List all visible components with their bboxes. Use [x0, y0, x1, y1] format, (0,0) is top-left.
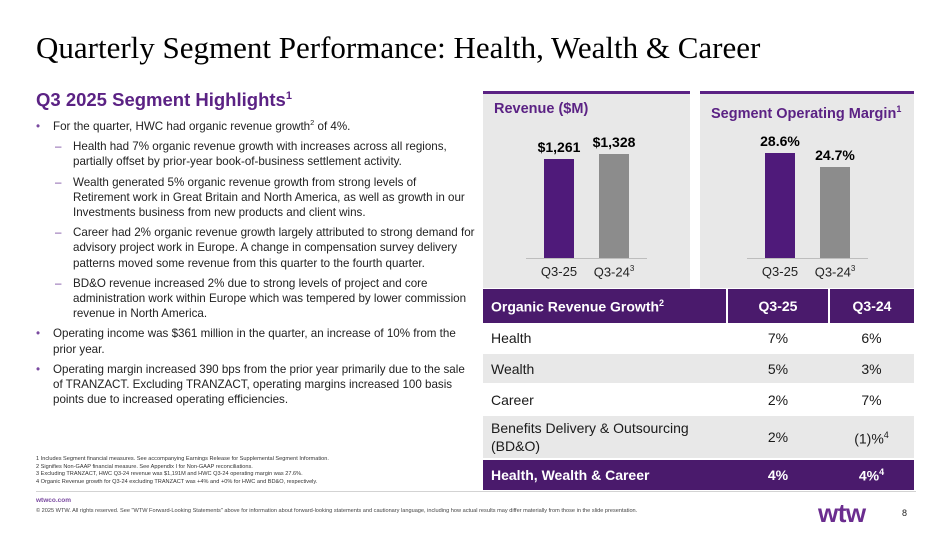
margin_chart-axis-line: [747, 258, 868, 259]
bullet-operating-margin: • Operating margin increased 390 bps fro…: [36, 362, 465, 407]
revenue_chart-data-label: $1,328: [592, 134, 636, 150]
header-q3-24: Q3-24: [829, 289, 914, 323]
row-label: Career: [483, 384, 727, 416]
row-label: Benefits Delivery & Outsourcing (BD&O): [483, 415, 727, 460]
sub-bullet-health: – Health had 7% organic revenue growth w…: [55, 140, 447, 169]
header-organic-growth: Organic Revenue Growth2: [483, 289, 728, 323]
cell-q3-25: 2%: [727, 384, 829, 416]
cell-q3-25: 7%: [727, 323, 829, 354]
total-q3-25: 4%: [727, 459, 829, 492]
page-number: 8: [902, 508, 908, 518]
footnote: 1 Includes Segment financial measures. S…: [36, 456, 329, 462]
bullet-marker: •: [36, 362, 41, 376]
dash-marker: –: [55, 226, 62, 240]
footnote: 3 Excluding TRANZACT, HWC Q3-24 revenue …: [36, 471, 303, 477]
revenue_chart-bar-q3-25: [544, 159, 574, 258]
margin_chart-bar-q3-24: [820, 167, 850, 258]
table-row: Career 2% 7%: [483, 384, 914, 416]
dash-marker: –: [55, 276, 62, 290]
cell-q3-24: 6%: [829, 323, 914, 354]
table-row: Benefits Delivery & Outsourcing (BD&O) 2…: [483, 415, 914, 460]
cell-q3-24: 3%: [829, 353, 914, 385]
cell-q3-25: 2%: [727, 415, 829, 460]
sub-bullet-wealth: – Wealth generated 5% organic revenue gr…: [55, 175, 465, 220]
bullet-marker: •: [36, 327, 41, 341]
footnote: 2 Signifies Non-GAAP financial measure. …: [36, 463, 253, 470]
highlights-list: • For the quarter, HWC had organic reven…: [36, 119, 476, 412]
page-title: Quarterly Segment Performance: Health, W…: [36, 30, 761, 65]
cell-q3-25: 5%: [727, 353, 829, 385]
margin_chart-tick-label: Q3-243: [814, 264, 856, 280]
footer-legal: © 2025 WTW. All rights reserved. See "WT…: [36, 508, 638, 514]
bullet-organic-growth: • For the quarter, HWC had organic reven…: [36, 118, 351, 133]
footer-site[interactable]: wtwco.com: [36, 497, 72, 504]
margin_chart-data-label: 24.7%: [815, 147, 855, 163]
total-label: Health, Wealth & Career: [483, 459, 727, 492]
footnotes: 1 Includes Segment financial measures. S…: [36, 456, 329, 486]
bullet-marker: •: [36, 120, 41, 133]
footnote: 4 Organic Revenue growth for Q3-24 exclu…: [36, 478, 318, 485]
row-label: Health: [483, 323, 727, 354]
total-q3-24: 4%4: [829, 459, 914, 492]
bullet-operating-income: • Operating income was $361 million in t…: [36, 327, 456, 356]
margin_chart-bar-q3-25: [765, 153, 795, 258]
dash-marker: –: [55, 140, 62, 154]
margin-chart-title: Segment Operating Margin1: [711, 104, 902, 122]
header-q3-25: Q3-25: [727, 289, 830, 323]
wtw-logo: wtw: [818, 498, 866, 528]
table-total-row: Health, Wealth & Career 4% 4%4: [483, 459, 914, 492]
cell-q3-24: (1)%4: [829, 415, 914, 460]
table-row: Wealth 5% 3%: [483, 353, 914, 385]
table-row: Health 7% 6%: [483, 323, 914, 354]
revenue_chart-tick-label: Q3-243: [593, 264, 635, 280]
cell-q3-24: 7%: [829, 384, 914, 416]
revenue_chart-tick-label: Q3-25: [540, 264, 578, 279]
margin-chart: Segment Operating Margin1 28.6% Q3-25 24.7…: [700, 91, 914, 288]
revenue-chart: Revenue ($M) $1,261 Q3-25 $1,328 Q3-243: [483, 91, 690, 288]
revenue-chart-title: Revenue ($M): [494, 101, 589, 117]
footer-divider: [36, 491, 916, 492]
row-label: Wealth: [483, 353, 727, 385]
organic-growth-table: Organic Revenue Growth2 Q3-25 Q3-24 Heal…: [483, 289, 914, 492]
table-header-row: Organic Revenue Growth2 Q3-25 Q3-24: [483, 289, 914, 323]
sub-bullet-bdo: – BD&O revenue increased 2% due to stron…: [55, 276, 467, 321]
sub-bullet-career: – Career had 2% organic revenue growth l…: [55, 226, 475, 270]
revenue_chart-data-label: $1,261: [537, 139, 581, 155]
revenue_chart-axis-line: [526, 258, 647, 259]
revenue_chart-bar-q3-24: [599, 154, 629, 258]
margin_chart-tick-label: Q3-25: [761, 264, 799, 279]
highlights-heading: Q3 2025 Segment Highlights1: [36, 89, 292, 110]
margin_chart-data-label: 28.6%: [760, 133, 800, 149]
dash-marker: –: [55, 175, 62, 189]
